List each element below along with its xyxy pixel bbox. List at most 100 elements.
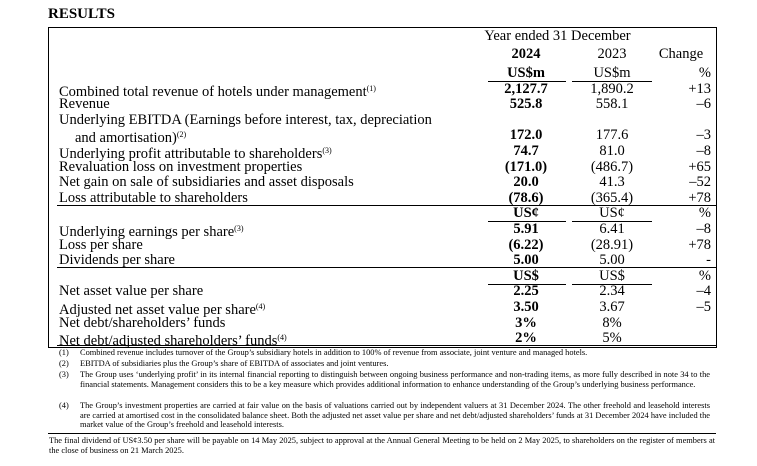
cell-value: (486.7) <box>590 158 634 175</box>
cell-value: 2.34 <box>599 283 625 300</box>
unit-label: % <box>698 205 711 222</box>
row-label: Revenue <box>59 96 110 112</box>
cell-value: –8 <box>696 143 712 159</box>
cell-value: 5% <box>602 330 622 347</box>
rule <box>572 221 652 223</box>
closing-note: The final dividend of US¢3.50 per share … <box>49 436 715 455</box>
cell-value: (171.0) <box>504 158 548 175</box>
cell-value: +78 <box>688 236 711 253</box>
row-label-cont: and amortisation)(2) <box>75 127 186 146</box>
cell-value: 3.50 <box>513 299 539 315</box>
change-header: Change <box>658 46 704 62</box>
rule <box>572 283 652 285</box>
label-text: Loss per share <box>59 236 143 253</box>
rule <box>488 221 566 223</box>
footnote-ref: (3) <box>234 224 244 233</box>
cell-value: 3% <box>515 314 537 331</box>
label-text: Loss attributable to shareholders <box>59 189 248 206</box>
label-text: Underlying profit attributable to shareh… <box>59 146 323 162</box>
cell-value: +65 <box>688 158 711 175</box>
cell-value: 1,890.2 <box>590 80 634 97</box>
cell-value: +13 <box>688 80 711 97</box>
cell-value: (6.22) <box>508 236 544 253</box>
cell-value: 3.67 <box>599 299 625 315</box>
row-label: Net gain on sale of subsidiaries and ass… <box>59 174 354 190</box>
label-text: Underlying EBITDA (Earnings before inter… <box>59 111 432 128</box>
cell-value: 2% <box>515 330 537 347</box>
cell-value: +78 <box>688 189 711 206</box>
footnote-ref: (2) <box>176 130 187 140</box>
footnote-ref: (4) <box>255 302 266 311</box>
rule <box>57 345 716 347</box>
cell-value: 558.1 <box>595 96 629 113</box>
cell-value: 2,127.7 <box>504 80 548 97</box>
rule <box>572 81 652 82</box>
label-text: Adjusted net asset value per share <box>59 302 256 318</box>
label-text: Underlying earnings per share <box>59 224 235 240</box>
cell-value: (365.4) <box>590 189 634 206</box>
cell-value: 81.0 <box>599 143 625 159</box>
unit-label: US¢ <box>599 205 625 222</box>
year-header: 2023 <box>597 46 627 62</box>
cell-value: –5 <box>696 299 712 315</box>
cell-value: 2.25 <box>513 283 539 300</box>
label-text: Net debt/shareholders’ funds <box>59 314 226 331</box>
year-header: 2024 <box>511 46 541 62</box>
footnote-text: EBITDA of subsidiaries plus the Group’s … <box>80 359 389 368</box>
cell-value: - <box>706 252 711 269</box>
rule <box>48 433 716 434</box>
footnote-ref: (4) <box>277 333 287 343</box>
label-text: Revenue <box>59 96 110 113</box>
label-text: Net asset value per share <box>59 283 204 300</box>
footnote-ref: (1) <box>366 83 376 93</box>
cell-value: –8 <box>696 221 712 237</box>
footnote-text: The Group uses ‘underlying profit’ in it… <box>80 370 710 389</box>
footnote-marker: (3) <box>59 370 69 379</box>
row-label: Underlying EBITDA (Earnings before inter… <box>59 112 432 128</box>
unit-label: US$m <box>593 65 631 81</box>
rule <box>57 267 716 269</box>
period-header: Year ended 31 December <box>484 28 631 44</box>
cell-value: 5.91 <box>513 221 539 237</box>
cell-value: 6.41 <box>599 221 625 237</box>
row-label: Loss per share <box>59 237 143 253</box>
label-text: Dividends per share <box>59 252 175 269</box>
cell-value: 5.00 <box>513 252 539 269</box>
cell-value: 41.3 <box>599 174 625 191</box>
rule <box>488 81 566 82</box>
cell-value: 172.0 <box>509 127 543 144</box>
rule <box>488 283 566 285</box>
row-label: Net debt/adjusted shareholders’ funds(4) <box>59 330 287 349</box>
footnote-marker: (4) <box>59 401 69 410</box>
cell-value: –6 <box>696 96 712 113</box>
row-label: Adjusted net asset value per share(4) <box>59 299 265 318</box>
unit-label: US$ <box>599 267 625 284</box>
footnote-ref: (3) <box>322 146 332 155</box>
unit-label: % <box>698 65 711 81</box>
unit-label: US$m <box>507 65 545 81</box>
label-text: Combined total revenue of hotels under m… <box>59 83 367 100</box>
row-label: Loss attributable to shareholders <box>59 190 248 206</box>
unit-label: US¢ <box>513 205 539 222</box>
label-text: Revaluation loss on investment propertie… <box>59 158 303 175</box>
row-label: Combined total revenue of hotels under m… <box>59 81 376 100</box>
cell-value: –52 <box>689 174 711 191</box>
unit-label: US$ <box>513 267 539 284</box>
cell-value: –4 <box>696 283 712 300</box>
unit-label: % <box>698 267 711 284</box>
footnote-text: Combined revenue includes turnover of th… <box>80 348 588 357</box>
cell-value: 20.0 <box>513 174 539 191</box>
cell-value: 177.6 <box>595 127 629 144</box>
label-text: and amortisation) <box>75 130 177 147</box>
footnote-marker: (2) <box>59 359 69 368</box>
row-label: Underlying earnings per share(3) <box>59 221 243 240</box>
rule <box>57 204 716 206</box>
cell-value: 525.8 <box>509 96 543 113</box>
row-label: Underlying profit attributable to shareh… <box>59 143 332 162</box>
cell-value: 8% <box>602 314 622 331</box>
table-box <box>48 27 717 348</box>
row-label: Net asset value per share <box>59 283 203 299</box>
cell-value: (78.6) <box>508 189 544 206</box>
cell-value: (28.91) <box>590 236 634 253</box>
